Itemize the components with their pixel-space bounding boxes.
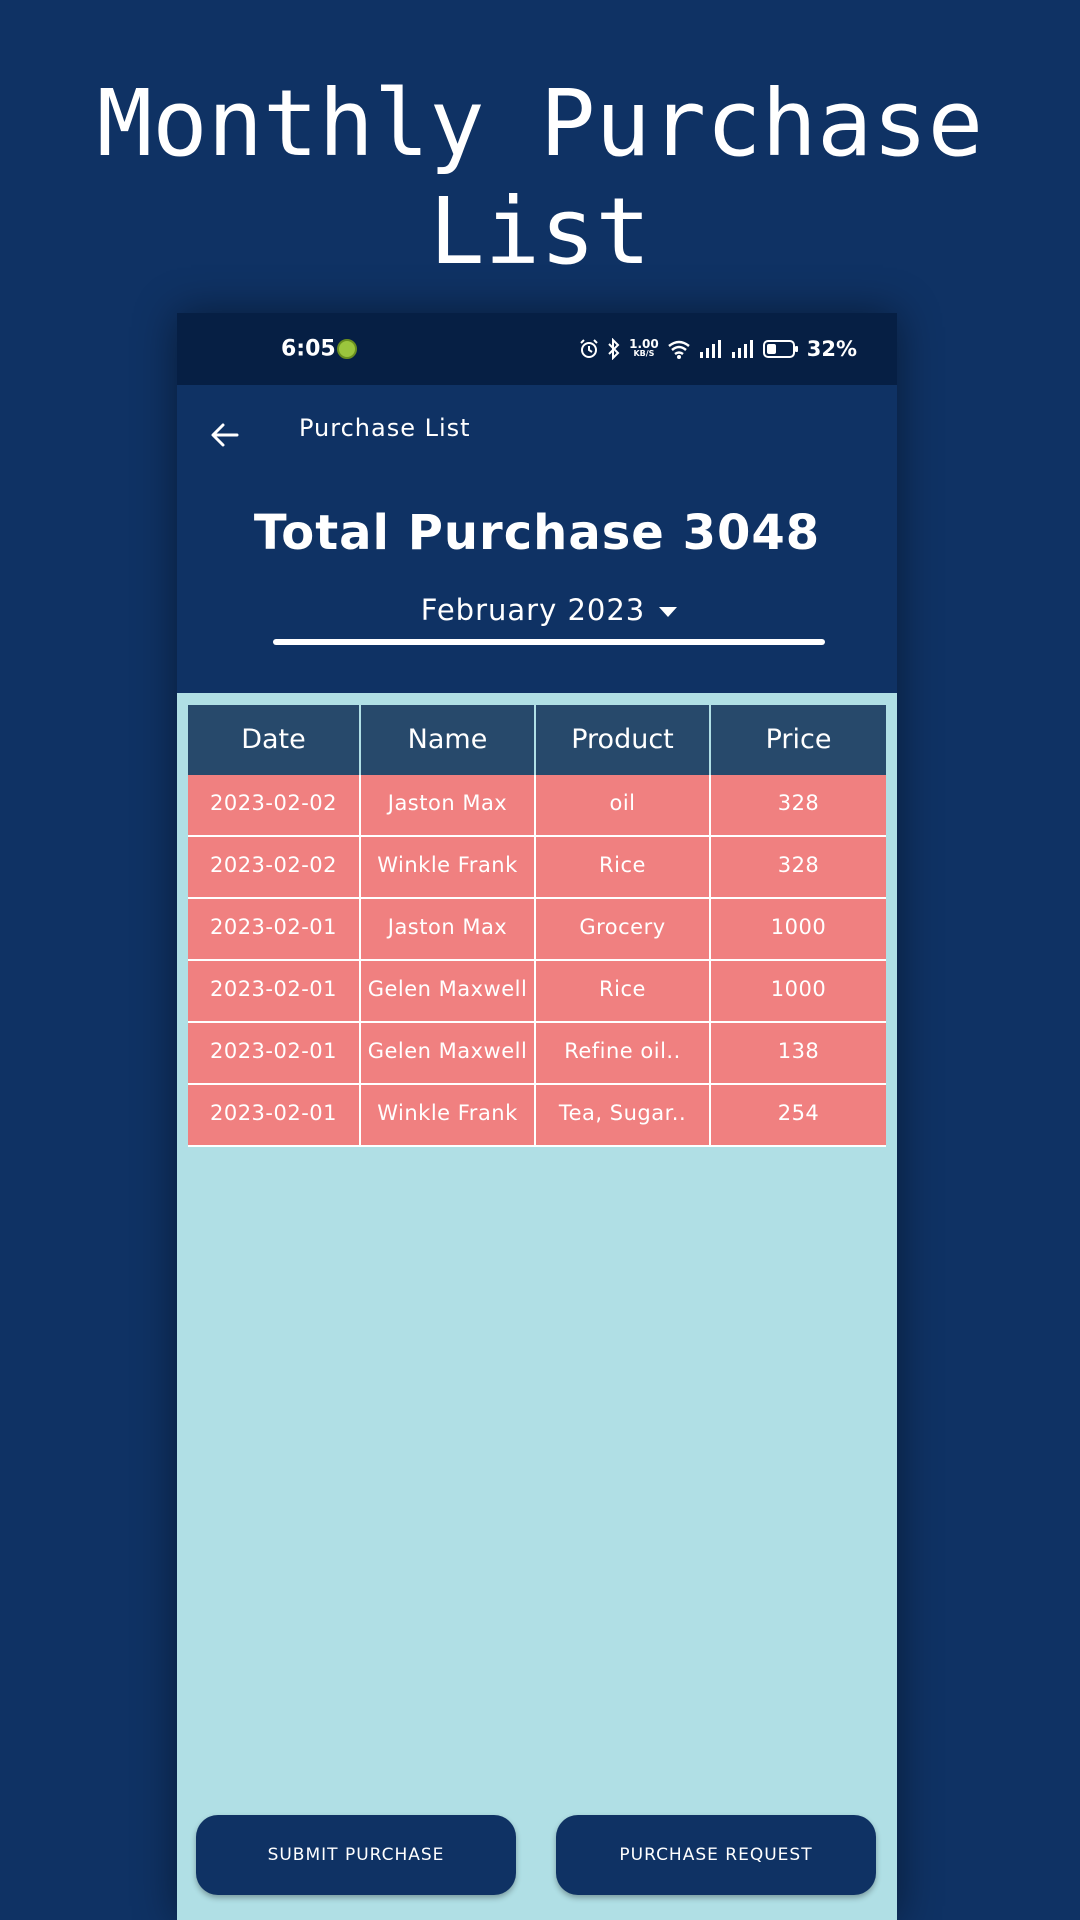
back-button[interactable] <box>203 413 247 457</box>
table-cell-product: Rice <box>536 961 711 1023</box>
table-cell-price: 328 <box>711 775 886 837</box>
signal-icon <box>731 340 755 358</box>
column-header-name: Name <box>361 705 536 775</box>
dropdown-underline <box>273 639 825 645</box>
battery-percent: 32% <box>806 337 857 361</box>
table-cell-date: 2023-02-01 <box>188 961 361 1023</box>
promo-title-line-2: List <box>429 178 651 285</box>
column-header-product: Product <box>536 705 711 775</box>
table-cell-price: 138 <box>711 1023 886 1085</box>
alarm-icon <box>579 339 599 359</box>
promo-title-line-1: Monthly Purchase <box>96 70 984 177</box>
table-cell-product: Grocery <box>536 899 711 961</box>
purchase-table: Date Name Product Price 2023-02-02 Jasto… <box>188 705 886 1147</box>
column-header-price: Price <box>711 705 886 775</box>
table-cell-date: 2023-02-01 <box>188 1085 361 1147</box>
table-cell-date: 2023-02-01 <box>188 899 361 961</box>
app-notification-icon <box>337 339 357 359</box>
month-dropdown[interactable]: February 2023 <box>273 593 825 645</box>
table-cell-name: Winkle Frank <box>361 837 536 899</box>
table-cell-name: Jaston Max <box>361 899 536 961</box>
table-cell-product: oil <box>536 775 711 837</box>
status-icons: 1.00 KB/S 32% <box>579 337 857 361</box>
table-cell-name: Gelen Maxwell <box>361 961 536 1023</box>
network-speed-value: 1.00 <box>629 337 659 351</box>
phone-screen: 6:05 1.00 KB/S 3 <box>177 313 897 1920</box>
promo-title: Monthly Purchase List <box>0 70 1080 286</box>
month-dropdown-value: February 2023 <box>273 593 825 627</box>
battery-icon <box>762 339 799 359</box>
caret-down-icon <box>659 607 678 617</box>
table-cell-date: 2023-02-01 <box>188 1023 361 1085</box>
wifi-icon <box>667 339 691 359</box>
bluetooth-icon <box>607 338 621 360</box>
table-cell-price: 1000 <box>711 899 886 961</box>
table-cell-name: Jaston Max <box>361 775 536 837</box>
table-cell-product: Tea, Sugar.. <box>536 1085 711 1147</box>
table-cell-price: 1000 <box>711 961 886 1023</box>
month-selected-label: February 2023 <box>420 593 646 627</box>
table-cell-date: 2023-02-02 <box>188 775 361 837</box>
table-cell-price: 254 <box>711 1085 886 1147</box>
app-bar-title: Purchase List <box>299 414 471 442</box>
table-cell-name: Winkle Frank <box>361 1085 536 1147</box>
summary-panel: Total Purchase 3048 February 2023 <box>177 483 897 693</box>
table-cell-product: Refine oil.. <box>536 1023 711 1085</box>
column-header-date: Date <box>188 705 361 775</box>
total-purchase-title: Total Purchase 3048 <box>253 505 821 561</box>
table-cell-product: Rice <box>536 837 711 899</box>
status-time: 6:05 <box>281 336 336 362</box>
arrow-left-icon <box>211 423 239 447</box>
network-speed: 1.00 KB/S <box>629 337 659 359</box>
network-speed-unit: KB/S <box>633 349 655 358</box>
app-bar: Purchase List <box>177 385 897 483</box>
table-cell-price: 328 <box>711 837 886 899</box>
status-bar: 6:05 1.00 KB/S 3 <box>177 313 897 385</box>
purchase-request-button[interactable]: PURCHASE REQUEST <box>556 1815 876 1895</box>
table-cell-date: 2023-02-02 <box>188 837 361 899</box>
table-cell-name: Gelen Maxwell <box>361 1023 536 1085</box>
submit-purchase-button[interactable]: SUBMIT PURCHASE <box>196 1815 516 1895</box>
signal-icon <box>699 340 723 358</box>
